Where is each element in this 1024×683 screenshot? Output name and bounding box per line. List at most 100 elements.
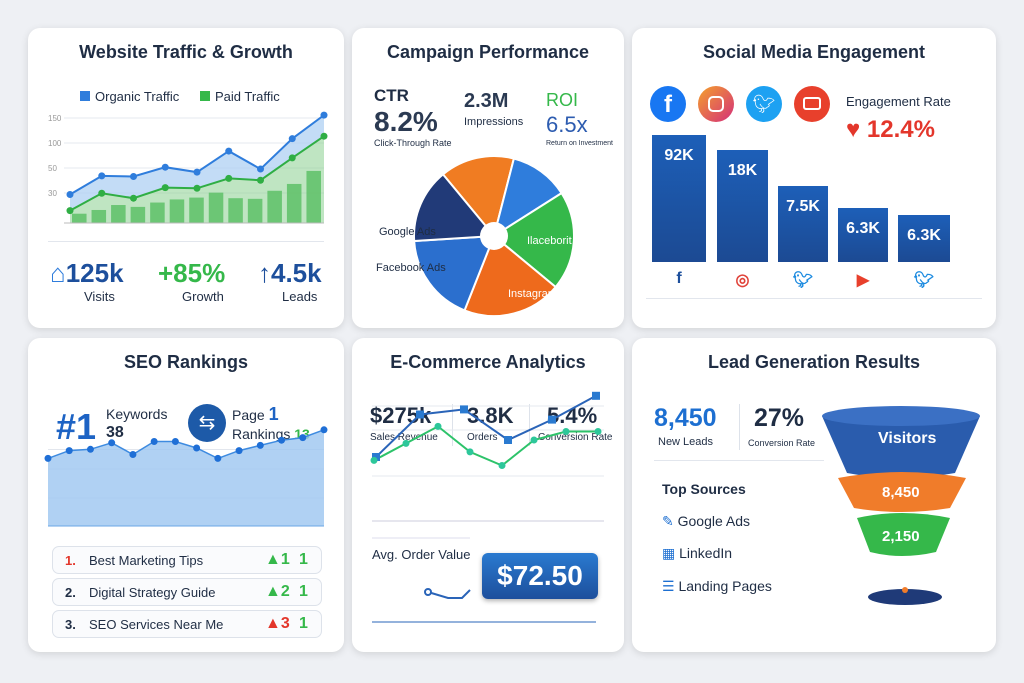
seo-point [299, 434, 307, 442]
roi-label: ROI [546, 90, 579, 110]
traffic-chart [64, 111, 328, 224]
data-point [416, 410, 424, 419]
card-title: Campaign Performance [386, 42, 590, 62]
funnel-label: Visitors [878, 430, 937, 447]
seo-point [193, 444, 201, 452]
legend-paid: Paid Traffic [200, 89, 280, 104]
seo-point [150, 438, 158, 445]
conversion-label: Conversion Rate [748, 438, 816, 448]
aov-badge: $72.50 [482, 553, 598, 599]
house-icon: ⌂ [50, 258, 66, 288]
youtube-icon[interactable] [794, 86, 830, 122]
twitter-icon: 🐦︎ [792, 272, 814, 289]
source-linkedin: ▦ LinkedIn [662, 545, 732, 562]
data-point [530, 436, 538, 444]
page-value: 1 [268, 404, 279, 424]
rank-value: #1 [56, 406, 97, 447]
legend-label: Paid Traffic [215, 89, 280, 104]
funnel-label: 2,150 [882, 528, 920, 545]
keyword-position: 1 [299, 551, 308, 568]
source-label: Google Ads [677, 513, 751, 529]
stat-label: Visits [84, 289, 115, 304]
facebook-icon[interactable]: f [650, 86, 686, 122]
keyword-position: 1 [299, 583, 308, 600]
funnel-top [822, 406, 980, 426]
organic-point [288, 135, 296, 143]
social-bar: 6.3K [838, 208, 888, 262]
paid-point [130, 194, 137, 202]
seo-area-chart [44, 426, 328, 527]
legend-swatch [200, 91, 210, 101]
funnel-stage-visitors [822, 407, 980, 478]
ecommerce-line-chart [370, 391, 604, 623]
paid-point [161, 184, 169, 192]
twitter-icon[interactable]: 🐦︎ [746, 86, 782, 122]
heart-icon: ♥ [846, 116, 867, 143]
engagement-value: ♥ 12.4% [846, 116, 935, 144]
bar-label: 6.3K [846, 220, 880, 237]
engagement-rate: 12.4% [866, 116, 935, 143]
seo-point [108, 439, 116, 447]
card-title: E-Commerce Analytics [390, 352, 586, 372]
seo-point [171, 438, 179, 445]
source-label: Landing Pages [678, 578, 772, 594]
data-point [372, 453, 380, 461]
organic-point [193, 168, 201, 176]
slice-label: Facebook Ads [376, 262, 446, 274]
seo-point [65, 447, 73, 455]
keyword-row[interactable]: 1. Best Marketing Tips ▲1 1 [52, 546, 322, 574]
sparkline [427, 589, 471, 599]
paid-point [66, 207, 74, 215]
paid-point [225, 174, 233, 182]
paid-point [257, 176, 264, 184]
data-point [594, 428, 602, 435]
seo-point [86, 445, 94, 453]
bar-label: 7.5K [786, 198, 820, 215]
stat-value: 4.5k [271, 258, 322, 288]
funnel-stage-2 [838, 472, 966, 512]
twitter-icon: 🐦︎ [913, 272, 935, 289]
pie-center [480, 222, 508, 250]
funnel-base [868, 589, 942, 605]
seo-area [48, 429, 324, 526]
social-bar: 92K [652, 135, 706, 262]
stat-visits: ⌂125k [50, 258, 124, 289]
instagram-icon[interactable] [698, 86, 734, 122]
pie-slice [492, 191, 575, 289]
stat-label: Growth [182, 289, 224, 304]
sparkline-point [424, 588, 432, 596]
keyword-row[interactable]: 3. SEO Services Near Me ▲3 1 [52, 610, 322, 638]
social-bar: 18K [717, 150, 768, 262]
conversion-value: 5.4% [547, 403, 598, 428]
keyword-row[interactable]: 2. Digital Strategy Guide ▲2 1 [52, 578, 322, 606]
conversion-value: 27% [754, 404, 805, 432]
data-point [370, 456, 378, 464]
roi-value: 6.5x [546, 112, 588, 137]
keyword-change: ▲3 [265, 615, 290, 632]
seo-point [214, 454, 222, 462]
data-point [466, 448, 474, 456]
social-engagement-card: Social Media Engagement f 🐦︎ Engagement … [632, 28, 996, 328]
organic-point [161, 163, 169, 171]
seo-line [47, 429, 325, 460]
data-point [460, 405, 468, 414]
funnel-label: 8,450 [882, 484, 920, 501]
slice-label: Google Ads [379, 226, 436, 238]
bar-label: 6.3K [907, 227, 941, 244]
signpost-icon: ⇆ [188, 404, 226, 442]
revenue-label: Sales Revenue [370, 432, 438, 443]
paid-point [193, 184, 201, 192]
data-point [504, 436, 512, 444]
paid-point [98, 189, 106, 197]
source-google-ads: ✎ Google Ads [662, 513, 750, 530]
social-bar: 6.3K [898, 215, 950, 262]
series-line [375, 394, 597, 458]
new-leads-value: 8,450 [654, 404, 717, 432]
rankings-label: Rankings [232, 426, 291, 442]
data-point [592, 391, 600, 400]
impressions-label: Impressions [464, 116, 524, 128]
pen-icon: ✎ [662, 513, 678, 529]
keyword-change: ▲1 [265, 551, 290, 568]
instagram-icon: ◎ [735, 272, 750, 289]
campaign-pie-chart [413, 155, 575, 317]
